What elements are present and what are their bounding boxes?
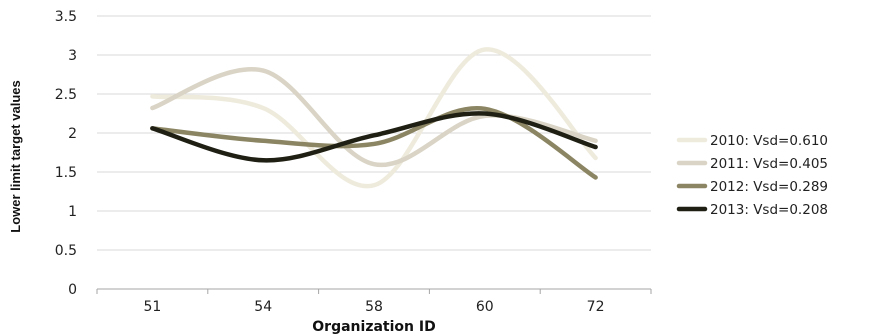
x-tick-label: 60: [476, 299, 494, 315]
x-tick-label: 54: [254, 299, 272, 315]
legend-label: 2011: Vsd=0.405: [710, 156, 828, 172]
y-tick-label: 3.5: [55, 9, 77, 25]
legend-label: 2010: Vsd=0.610: [710, 133, 828, 149]
series-line-4: [150, 111, 598, 163]
x-axis-title: Organization ID: [312, 319, 435, 335]
legend-label: 2012: Vsd=0.289: [710, 179, 828, 195]
y-tick-label: 1.5: [55, 165, 77, 181]
y-tick-label: 3: [68, 48, 77, 64]
series-line-1: [150, 47, 598, 189]
series-layer: [150, 47, 598, 189]
y-axis-title: Lower limit target values: [8, 80, 23, 232]
x-tick-label: 51: [143, 299, 161, 315]
y-tick-label: 1: [68, 204, 77, 220]
x-tick-label: 58: [365, 299, 383, 315]
y-tick-label: 2.5: [55, 87, 77, 103]
series-line-3: [150, 105, 598, 180]
y-tick-label: 0: [68, 282, 77, 298]
y-tick-label: 0.5: [55, 243, 77, 259]
legend: 2010: Vsd=0.610 2011: Vsd=0.405 2012: Vsd=…: [676, 133, 828, 218]
legend-label: 2013: Vsd=0.208: [710, 202, 828, 218]
y-tick-label: 2: [68, 126, 77, 142]
x-tick-label: 72: [587, 299, 605, 315]
tick-layer: 0 0.5 1 1.5 2 2.5 3 3.5 51 54 58 60 72: [55, 9, 652, 315]
